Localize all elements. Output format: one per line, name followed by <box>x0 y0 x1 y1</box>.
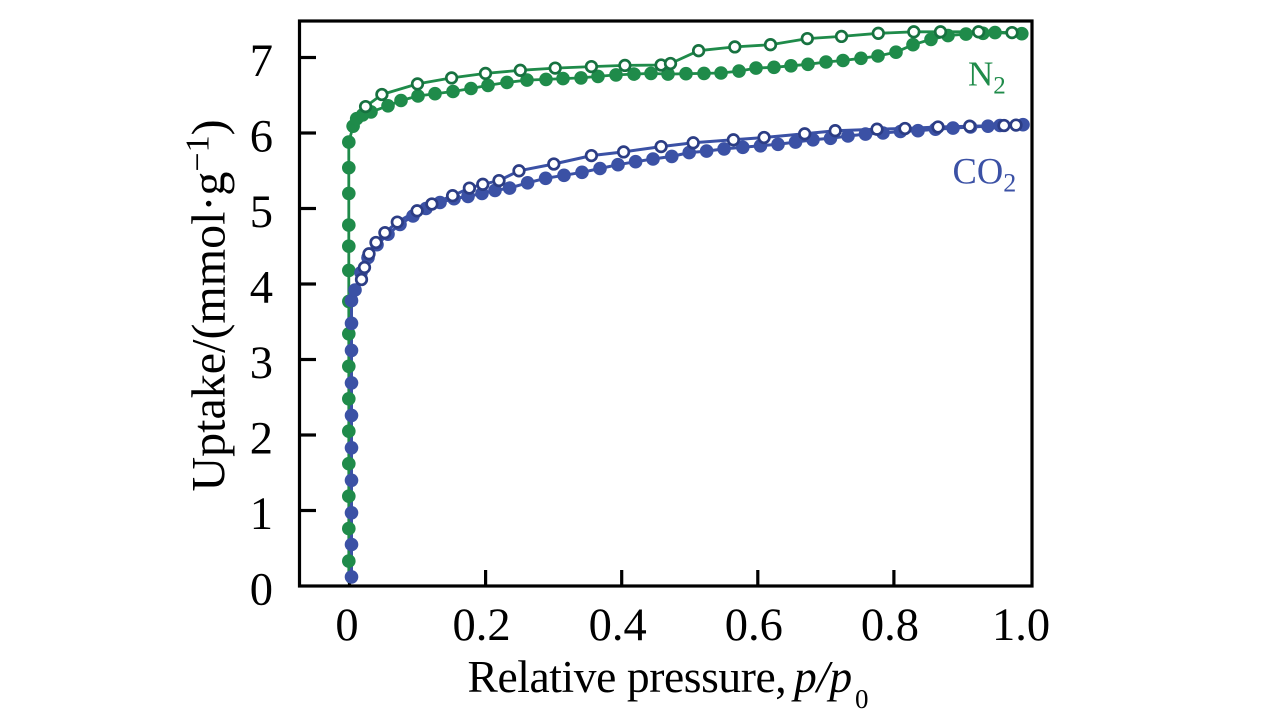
svg-text:N2: N2 <box>968 55 1006 100</box>
svg-text:1.0: 1.0 <box>992 600 1050 651</box>
svg-text:7: 7 <box>250 36 273 87</box>
svg-text:1: 1 <box>250 489 273 540</box>
svg-text:0.6: 0.6 <box>725 600 783 651</box>
svg-text:5: 5 <box>250 187 273 238</box>
svg-text:3: 3 <box>250 338 273 389</box>
svg-text:0.4: 0.4 <box>589 600 647 651</box>
svg-text:Relative pressure,: Relative pressure, <box>468 651 787 702</box>
svg-text:Uptake/(mmol·g−1): Uptake/(mmol·g−1) <box>180 119 236 491</box>
svg-text:0: 0 <box>855 684 869 709</box>
svg-text:0.8: 0.8 <box>861 600 919 651</box>
svg-text:p/p: p/p <box>791 651 852 702</box>
svg-text:6: 6 <box>250 112 273 163</box>
svg-text:0: 0 <box>250 565 273 616</box>
svg-text:2: 2 <box>250 414 273 465</box>
svg-text:4: 4 <box>250 263 273 314</box>
svg-text:0.2: 0.2 <box>453 600 511 651</box>
svg-text:0: 0 <box>335 600 358 651</box>
